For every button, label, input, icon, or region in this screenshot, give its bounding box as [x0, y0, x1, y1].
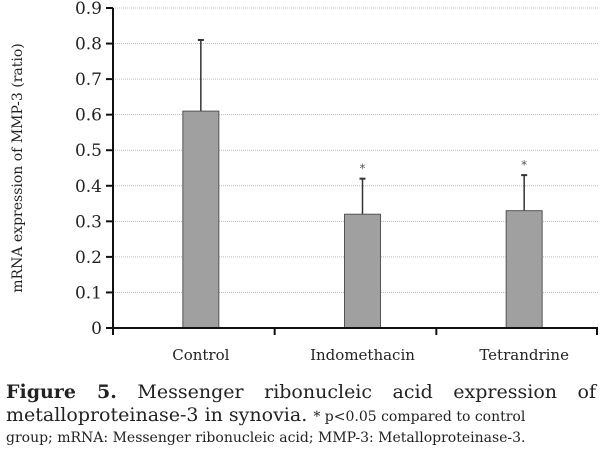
figure-label: Figure 5.	[6, 381, 117, 403]
y-tick-label: 0.9	[75, 0, 102, 19]
axes	[106, 8, 598, 335]
x-tick-label: Tetrandrine	[479, 346, 569, 364]
bar	[344, 213, 381, 329]
significance-asterisk: *	[521, 158, 527, 172]
y-tick-label: 0	[91, 319, 102, 339]
bar	[505, 210, 543, 329]
y-tick-label: 0.7	[75, 70, 102, 90]
caption-line-2: metalloproteinase-3 in synovia. * p<0.05…	[6, 404, 596, 428]
x-tick-label: Control	[172, 346, 229, 364]
caption-title-cont: metalloproteinase-3 in synovia.	[6, 404, 308, 426]
figure-caption: Figure 5. Messenger ribonucleic acid exp…	[6, 380, 596, 448]
bar	[182, 110, 220, 329]
y-tick-label: 0.8	[75, 35, 102, 55]
y-tick-label: 0.3	[75, 212, 102, 232]
y-tick-label: 0.6	[75, 106, 102, 126]
caption-line-1: Figure 5. Messenger ribonucleic acid exp…	[6, 380, 596, 404]
caption-title: Messenger ribonucleic acid expression of	[137, 381, 597, 403]
y-tick-label: 0.2	[75, 248, 102, 268]
x-tick-label: Indomethacin	[310, 346, 415, 364]
y-axis-label: mRNA expression of MMP-3 (ratio)	[10, 43, 26, 292]
bar-chart: * * 00.10.20.30.40.50.60.70.80.9 Control I…	[10, 0, 598, 364]
x-tick-labels: Control Indomethacin Tetrandrine	[172, 346, 569, 364]
significance-asterisk: *	[360, 162, 366, 176]
y-tick-label: 0.4	[75, 177, 102, 197]
y-tick-label: 0.1	[75, 283, 102, 303]
caption-abbreviations: group; mRNA: Messenger ribonucleic acid;…	[6, 430, 526, 446]
y-tick-label: 0.5	[75, 141, 102, 161]
bars: * *	[182, 39, 543, 329]
significance-note: * p<0.05 compared to control	[313, 409, 526, 425]
y-ticks: 0 0.1 0.2 0.3 0.4 0.5 0.6 0.7 0.8 0.9	[75, 0, 113, 339]
